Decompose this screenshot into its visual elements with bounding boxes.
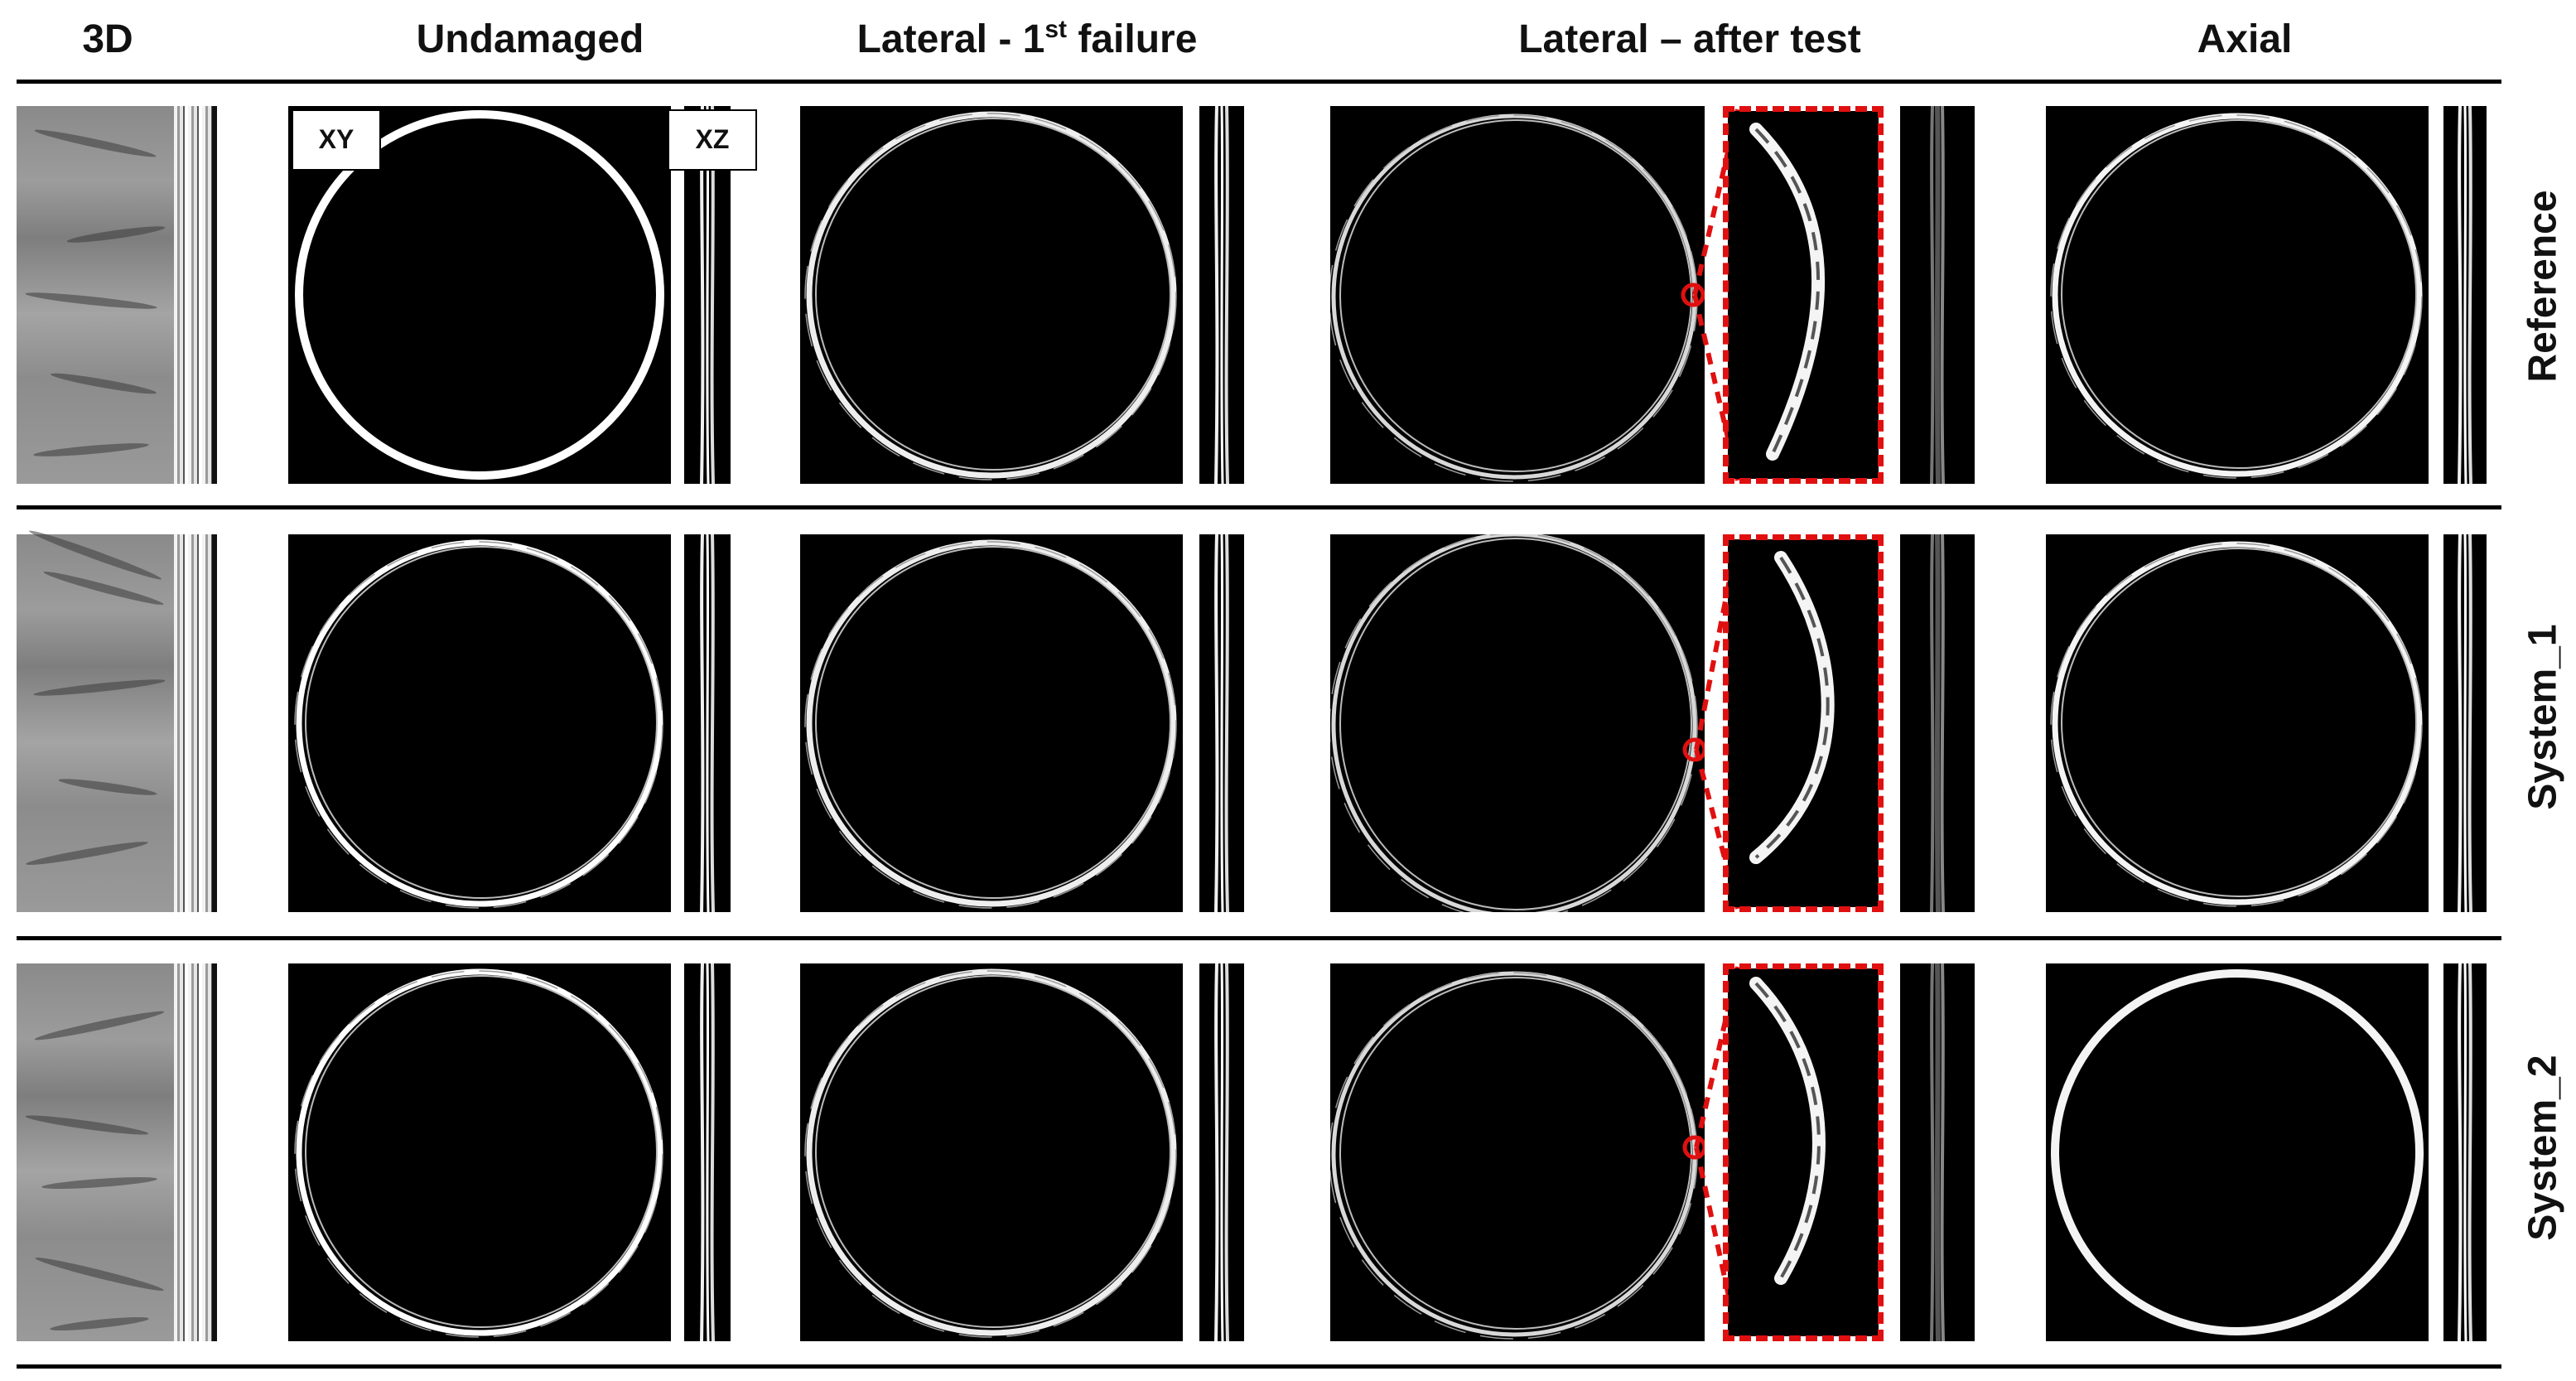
rule-top [17,80,2501,84]
texture-streak [32,676,166,699]
plane-label-xz: XZ [668,109,757,171]
system-1-3d-texture [17,527,174,912]
column-header-lateral-first-failure-suffix: failure [1067,17,1198,61]
reference-lateral-first-failure-xz [1199,106,1244,484]
system-2-lateral-after-test-xz [1900,963,1975,1341]
row-label-system-1: System_1 [2518,509,2568,924]
system-1-axial-xz [2443,534,2487,912]
texture-streak [49,1314,150,1334]
rule-bottom [17,1364,2501,1369]
texture-streak [25,838,149,868]
system-1-lateral-first-failure-xy [800,534,1183,912]
reference-axial-xz [2443,106,2487,484]
system-2-undamaged-xz [684,963,731,1341]
column-header-3d: 3D [82,17,133,61]
column-header-lateral-after-test: Lateral – after test [1518,17,1861,61]
system-2-lateral-first-failure-xy [800,963,1183,1341]
plane-label-xy: XY [292,109,381,171]
system-2-zoom-border [1723,963,1884,1341]
system-2-3d-texture-side [174,963,217,1341]
system-2-axial-xy [2046,963,2429,1341]
reference-lateral-first-failure-xy [800,106,1183,484]
reference-3d-texture [17,106,174,484]
system-2-axial-xz [2443,963,2487,1341]
texture-streak [33,1007,166,1044]
reference-3d-texture-side [174,106,217,484]
texture-streak [50,369,157,398]
system-1-axial-xy [2046,534,2429,912]
rule-row2 [17,936,2501,940]
system-1-lateral-after-test-xz [1900,534,1975,912]
row-label-system-2-text: System_2 [2521,1054,2565,1241]
row-label-reference: Reference [2518,79,2568,493]
texture-streak [25,1112,149,1138]
column-header-lateral-first-failure-text: Lateral - 1 [856,17,1045,61]
reference-zoom-border [1723,106,1884,484]
texture-streak [65,223,166,246]
texture-streak [32,440,150,460]
texture-streak [33,126,157,161]
system-2-zoom-panel [1728,968,1879,1336]
texture-streak [41,1175,158,1191]
reference-lateral-after-test-xy [1330,106,1705,484]
texture-streak [34,1253,165,1295]
system-2-zoom-fragment [1749,977,1826,1285]
reference-lateral-after-test-xz [1900,106,1975,484]
row-label-system-2: System_2 [2518,940,2568,1354]
system-1-lateral-after-test-xy [1330,534,1705,912]
reference-zoom-panel [1728,111,1879,479]
system-1-3d-texture-side [174,534,217,912]
rule-row1 [17,505,2501,509]
texture-streak [57,775,158,799]
column-header-superscript: st [1044,16,1068,43]
texture-streak [24,289,158,312]
system-2-undamaged-xy [288,963,671,1341]
system-2-lateral-first-failure-xz [1199,963,1244,1341]
system-2-3d-texture [17,963,174,1341]
row-label-system-1-text: System_1 [2521,623,2565,810]
row-label-reference-text: Reference [2521,189,2565,383]
system-1-zoom-border [1723,534,1884,912]
column-header-axial: Axial [2197,17,2293,61]
system-2-lateral-after-test-xy [1330,963,1705,1341]
system-1-undamaged-xz [684,534,731,912]
system-1-undamaged-xy [288,534,671,912]
system-1-lateral-first-failure-xz [1199,534,1244,912]
column-header-undamaged: Undamaged [416,17,644,61]
column-header-lateral-first-failure: Lateral - 1st failure [795,8,1259,71]
reference-zoom-fragment [1749,123,1825,461]
system-1-zoom-fragment [1749,551,1835,864]
reference-axial-xy [2046,106,2429,484]
